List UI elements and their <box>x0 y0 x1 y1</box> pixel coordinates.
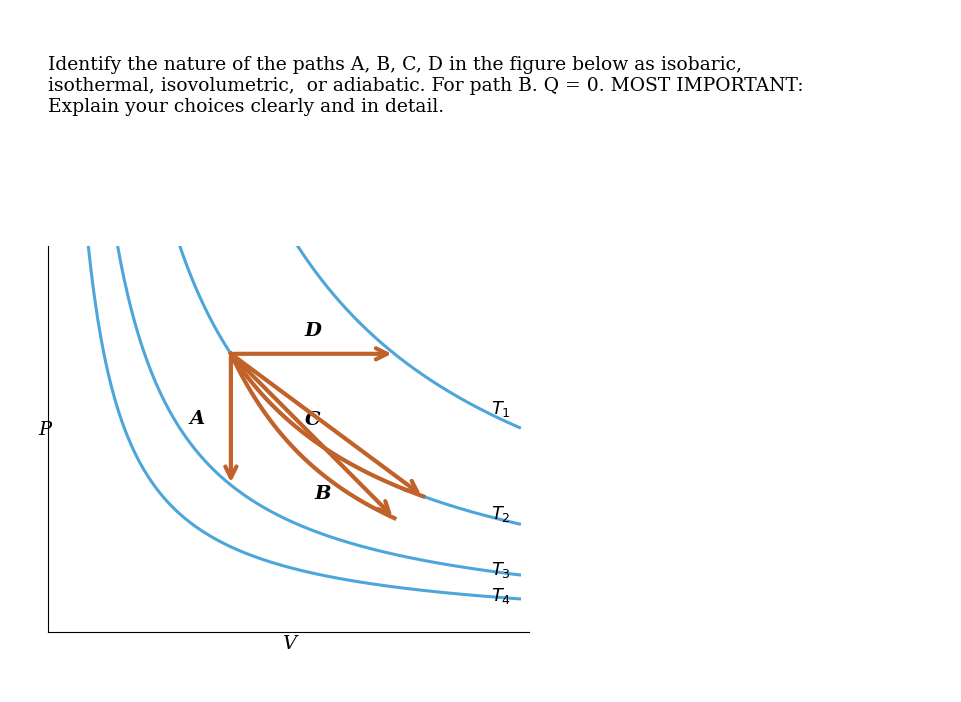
Text: Identify the nature of the paths A, B, C, D in the figure below as isobaric,
iso: Identify the nature of the paths A, B, C… <box>48 56 802 116</box>
Text: $T_4$: $T_4$ <box>490 586 510 606</box>
Text: A: A <box>189 411 205 428</box>
Text: $T_2$: $T_2$ <box>490 505 510 524</box>
Y-axis label: P: P <box>38 420 52 439</box>
X-axis label: V: V <box>282 635 295 653</box>
Text: C: C <box>305 411 320 430</box>
Text: D: D <box>304 322 321 340</box>
Text: $T_1$: $T_1$ <box>490 399 510 419</box>
Text: B: B <box>313 484 331 503</box>
Text: $T_3$: $T_3$ <box>490 560 510 580</box>
